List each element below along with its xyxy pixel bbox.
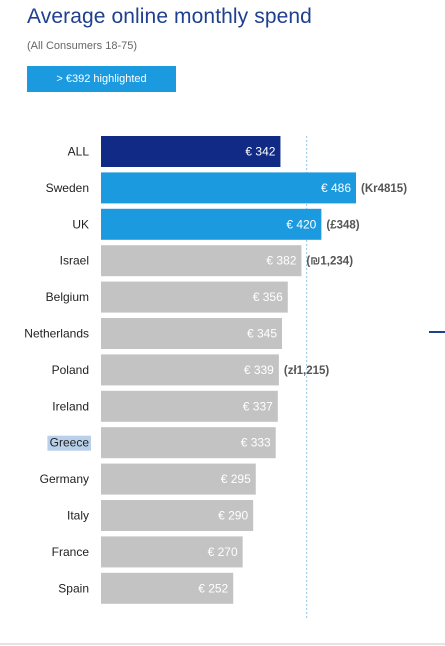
chart-title: Average online monthly spend <box>27 5 312 28</box>
bar-value-label: € 345 <box>247 327 277 341</box>
category-label: ALL <box>68 145 90 159</box>
category-label: Israel <box>60 254 89 268</box>
category-label: Germany <box>40 472 89 486</box>
bar <box>101 427 276 459</box>
bar-value-label: € 337 <box>243 399 273 413</box>
bar <box>101 463 256 495</box>
bar <box>101 281 288 313</box>
bar-value-label: € 356 <box>253 290 283 304</box>
chart-subtitle: (All Consumers 18-75) <box>27 40 138 52</box>
category-label: Ireland <box>52 399 89 413</box>
bar <box>101 136 281 167</box>
local-currency-label: (zł1,215) <box>284 365 330 377</box>
bar-value-label: € 382 <box>266 254 296 268</box>
category-label: Italy <box>67 509 89 523</box>
bar-value-label: € 270 <box>208 545 238 559</box>
selected-category-highlight <box>47 435 91 451</box>
category-label: Netherlands <box>24 327 89 341</box>
bar <box>101 500 254 531</box>
bar-value-label: € 290 <box>218 509 248 523</box>
bar <box>101 354 279 386</box>
bar <box>101 318 283 349</box>
bar-value-label: € 420 <box>286 217 316 231</box>
category-label: Greece <box>50 436 90 450</box>
bar <box>101 245 302 277</box>
category-label: Spain <box>58 581 89 595</box>
bar-value-label: € 339 <box>244 363 274 377</box>
bar <box>101 572 234 604</box>
category-label: Sweden <box>46 181 89 195</box>
bar-value-label: € 486 <box>321 181 351 195</box>
bottom-divider <box>0 643 445 645</box>
bar <box>101 172 356 204</box>
right-edge-marker <box>429 331 445 333</box>
local-currency-label: (₪1,234) <box>306 256 353 268</box>
bar-value-label: € 342 <box>245 145 275 159</box>
local-currency-label: (Kr4815) <box>361 183 407 195</box>
category-label: Belgium <box>46 290 89 304</box>
bar-value-label: € 252 <box>198 581 228 595</box>
category-label: UK <box>72 217 89 231</box>
bar-value-label: € 333 <box>241 436 271 450</box>
bar-value-label: € 295 <box>221 472 251 486</box>
local-currency-label: (£348) <box>326 219 359 231</box>
category-label: France <box>52 545 90 559</box>
highlight-legend-badge: > €392 highlighted <box>27 66 176 92</box>
bar <box>101 208 322 240</box>
bar <box>101 390 278 422</box>
category-label: Poland <box>52 363 89 377</box>
bar <box>101 536 243 568</box>
